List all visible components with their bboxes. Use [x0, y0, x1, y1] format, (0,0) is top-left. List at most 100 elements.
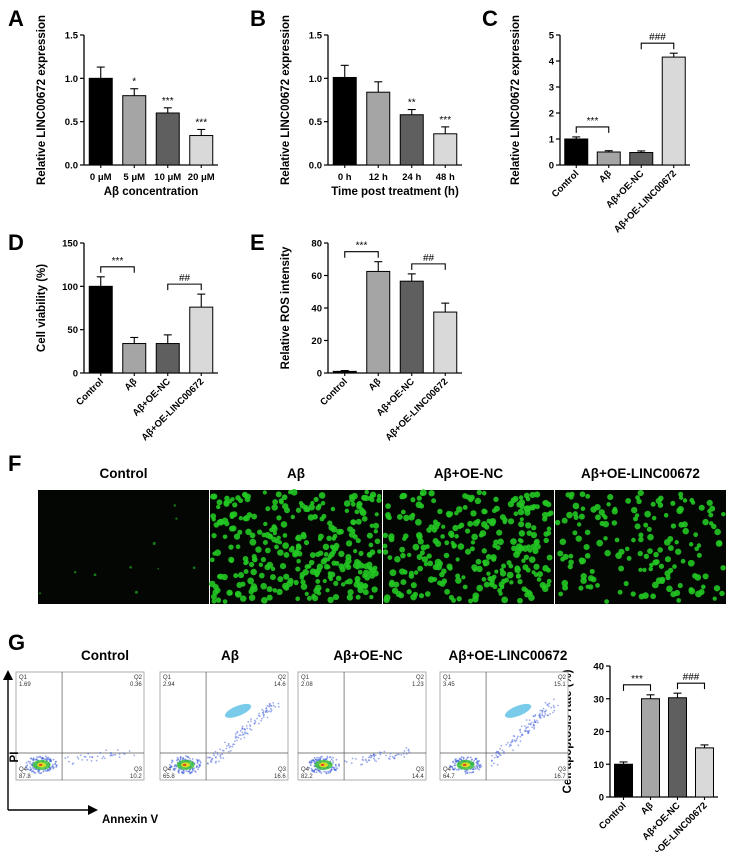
event-dot — [102, 755, 105, 758]
event-dot — [516, 737, 519, 740]
panel-letter-a: A — [8, 6, 24, 31]
event-dot — [51, 766, 53, 768]
cell-dot — [467, 520, 474, 527]
quadrant-q2-value: 0.36 — [130, 682, 142, 688]
event-dot — [229, 745, 232, 748]
cell-dot — [251, 585, 258, 593]
cell-dot — [638, 593, 645, 600]
cell-dot — [410, 497, 416, 503]
cell-dot — [211, 493, 218, 500]
event-dot — [525, 726, 528, 729]
cell-dot — [372, 570, 379, 577]
cell-dot — [670, 500, 676, 506]
event-dot — [317, 769, 320, 772]
x-tick-label: 12 h — [369, 172, 388, 183]
event-dot — [325, 772, 328, 775]
cell-dot — [437, 560, 443, 567]
cell-dot — [222, 599, 228, 604]
y-tick-label: 3 — [549, 83, 554, 94]
cell-dot — [455, 577, 462, 584]
event-dot — [541, 714, 544, 717]
bar-2 — [155, 112, 180, 166]
event-dot — [214, 756, 217, 758]
cell-dot — [657, 547, 663, 553]
cell-dot — [350, 519, 357, 526]
cell-dot — [439, 580, 446, 587]
event-dot — [266, 716, 269, 719]
cell-dot — [680, 558, 686, 564]
event-dot — [198, 766, 200, 769]
cell-dot — [508, 563, 514, 569]
event-dot — [258, 715, 261, 717]
y-axis-title: Relative LINC00672 expression — [36, 15, 48, 185]
cell-dot — [264, 564, 271, 571]
event-dot — [548, 702, 551, 705]
cell-dot — [489, 517, 497, 525]
x-tick-label: Aβ — [367, 376, 384, 393]
cell-dot — [464, 528, 471, 534]
cell-dot — [596, 539, 604, 547]
cell-dot — [347, 589, 354, 596]
cell-dot — [504, 577, 509, 583]
panel-letter-c: C — [482, 6, 498, 31]
cell-dot — [579, 557, 587, 564]
event-dot — [101, 757, 104, 760]
cell-dot — [695, 590, 702, 598]
cell-dot — [228, 544, 234, 550]
cell-dot — [330, 506, 336, 512]
event-dot — [553, 706, 556, 709]
event-dot — [478, 764, 481, 767]
cell-dot — [320, 500, 326, 506]
cell-dot — [720, 565, 726, 571]
event-dot — [499, 747, 502, 750]
event-dot — [199, 760, 202, 763]
event-dot — [54, 762, 57, 765]
cell-dot — [548, 510, 554, 516]
event-dot — [96, 755, 99, 758]
cell-dot — [274, 538, 280, 544]
x-tick-label: 48 h — [436, 172, 455, 183]
cell-dot — [222, 534, 228, 540]
y-axis-title: Relative LINC00672 expression — [280, 15, 292, 185]
event-dot — [262, 710, 265, 712]
cell-dot — [598, 509, 605, 516]
cell-dot — [355, 538, 361, 544]
event-dot — [316, 756, 319, 759]
event-dot — [324, 771, 327, 773]
cell-dot — [327, 596, 334, 604]
event-dot — [195, 765, 198, 767]
cell-dot — [261, 532, 267, 538]
event-dot — [36, 756, 38, 759]
y-tick-label: 0.5 — [65, 117, 79, 128]
cell-dot — [431, 498, 437, 504]
cell-dot — [243, 569, 249, 575]
cell-dot — [546, 526, 552, 532]
event-dot — [327, 770, 329, 773]
x-tick-label: Control — [318, 376, 350, 408]
event-dot — [493, 756, 496, 759]
cell-dot — [374, 538, 381, 545]
event-dot — [518, 729, 521, 732]
event-dot — [547, 705, 550, 708]
event-dot — [314, 768, 317, 771]
event-dot — [452, 768, 455, 771]
event-dot — [244, 731, 246, 734]
cell-dot — [468, 598, 473, 604]
annexin-arrowhead — [88, 805, 98, 815]
cell-dot — [599, 520, 605, 527]
event-dot — [29, 766, 32, 769]
cell-dot — [521, 545, 529, 552]
cell-dot — [659, 576, 666, 583]
bracket-label: ### — [649, 32, 666, 43]
event-dot — [478, 766, 481, 768]
event-dot — [178, 771, 180, 774]
event-dot — [544, 701, 547, 704]
cell-dot — [462, 493, 468, 499]
cell-dot — [372, 565, 378, 571]
cell-dot — [631, 537, 636, 543]
cell-dot — [410, 582, 417, 589]
cell-dot — [338, 528, 344, 535]
event-dot — [314, 760, 317, 763]
quadrant-q3-label: Q3 — [278, 767, 287, 773]
quadrant-q3-label: Q3 — [558, 767, 567, 773]
